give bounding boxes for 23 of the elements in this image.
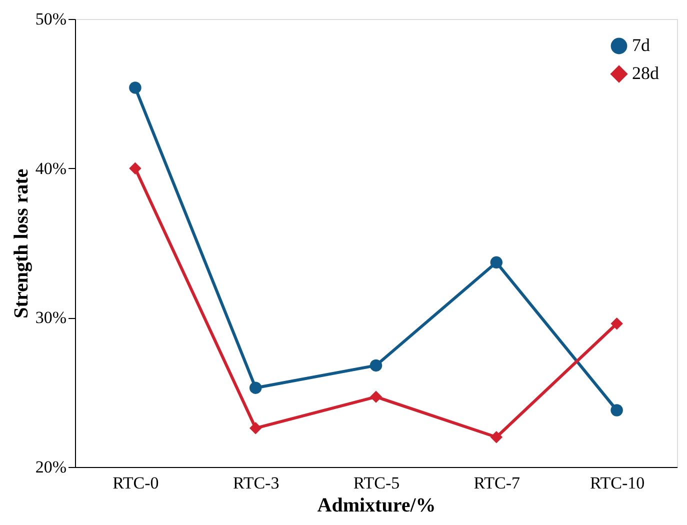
- x-tick-label: RTC-10: [590, 474, 645, 492]
- y-axis-title: Strength loss rate: [10, 168, 32, 318]
- y-tick-label: 30%: [35, 308, 66, 328]
- x-tick-label: RTC-7: [474, 474, 520, 492]
- point: [370, 359, 382, 372]
- point: [490, 256, 503, 269]
- y-tick-label: 50%: [35, 10, 66, 28]
- point: [370, 390, 382, 403]
- point: [249, 382, 262, 394]
- y-tick-label: 20%: [35, 458, 66, 476]
- legend-label: 7d: [632, 35, 650, 55]
- point: [249, 422, 262, 434]
- x-axis-title: Admixture/%: [317, 494, 436, 516]
- point: [610, 318, 623, 330]
- x-tick-label: RTC-5: [353, 474, 400, 492]
- x-tick-label: RTC-0: [112, 474, 159, 492]
- legend-label: 28d: [632, 63, 659, 83]
- point: [129, 162, 142, 174]
- point: [610, 404, 623, 416]
- y-tick-label: 40%: [35, 158, 66, 178]
- point: [490, 431, 503, 444]
- x-tick-label: RTC-3: [233, 474, 280, 492]
- point: [129, 82, 142, 94]
